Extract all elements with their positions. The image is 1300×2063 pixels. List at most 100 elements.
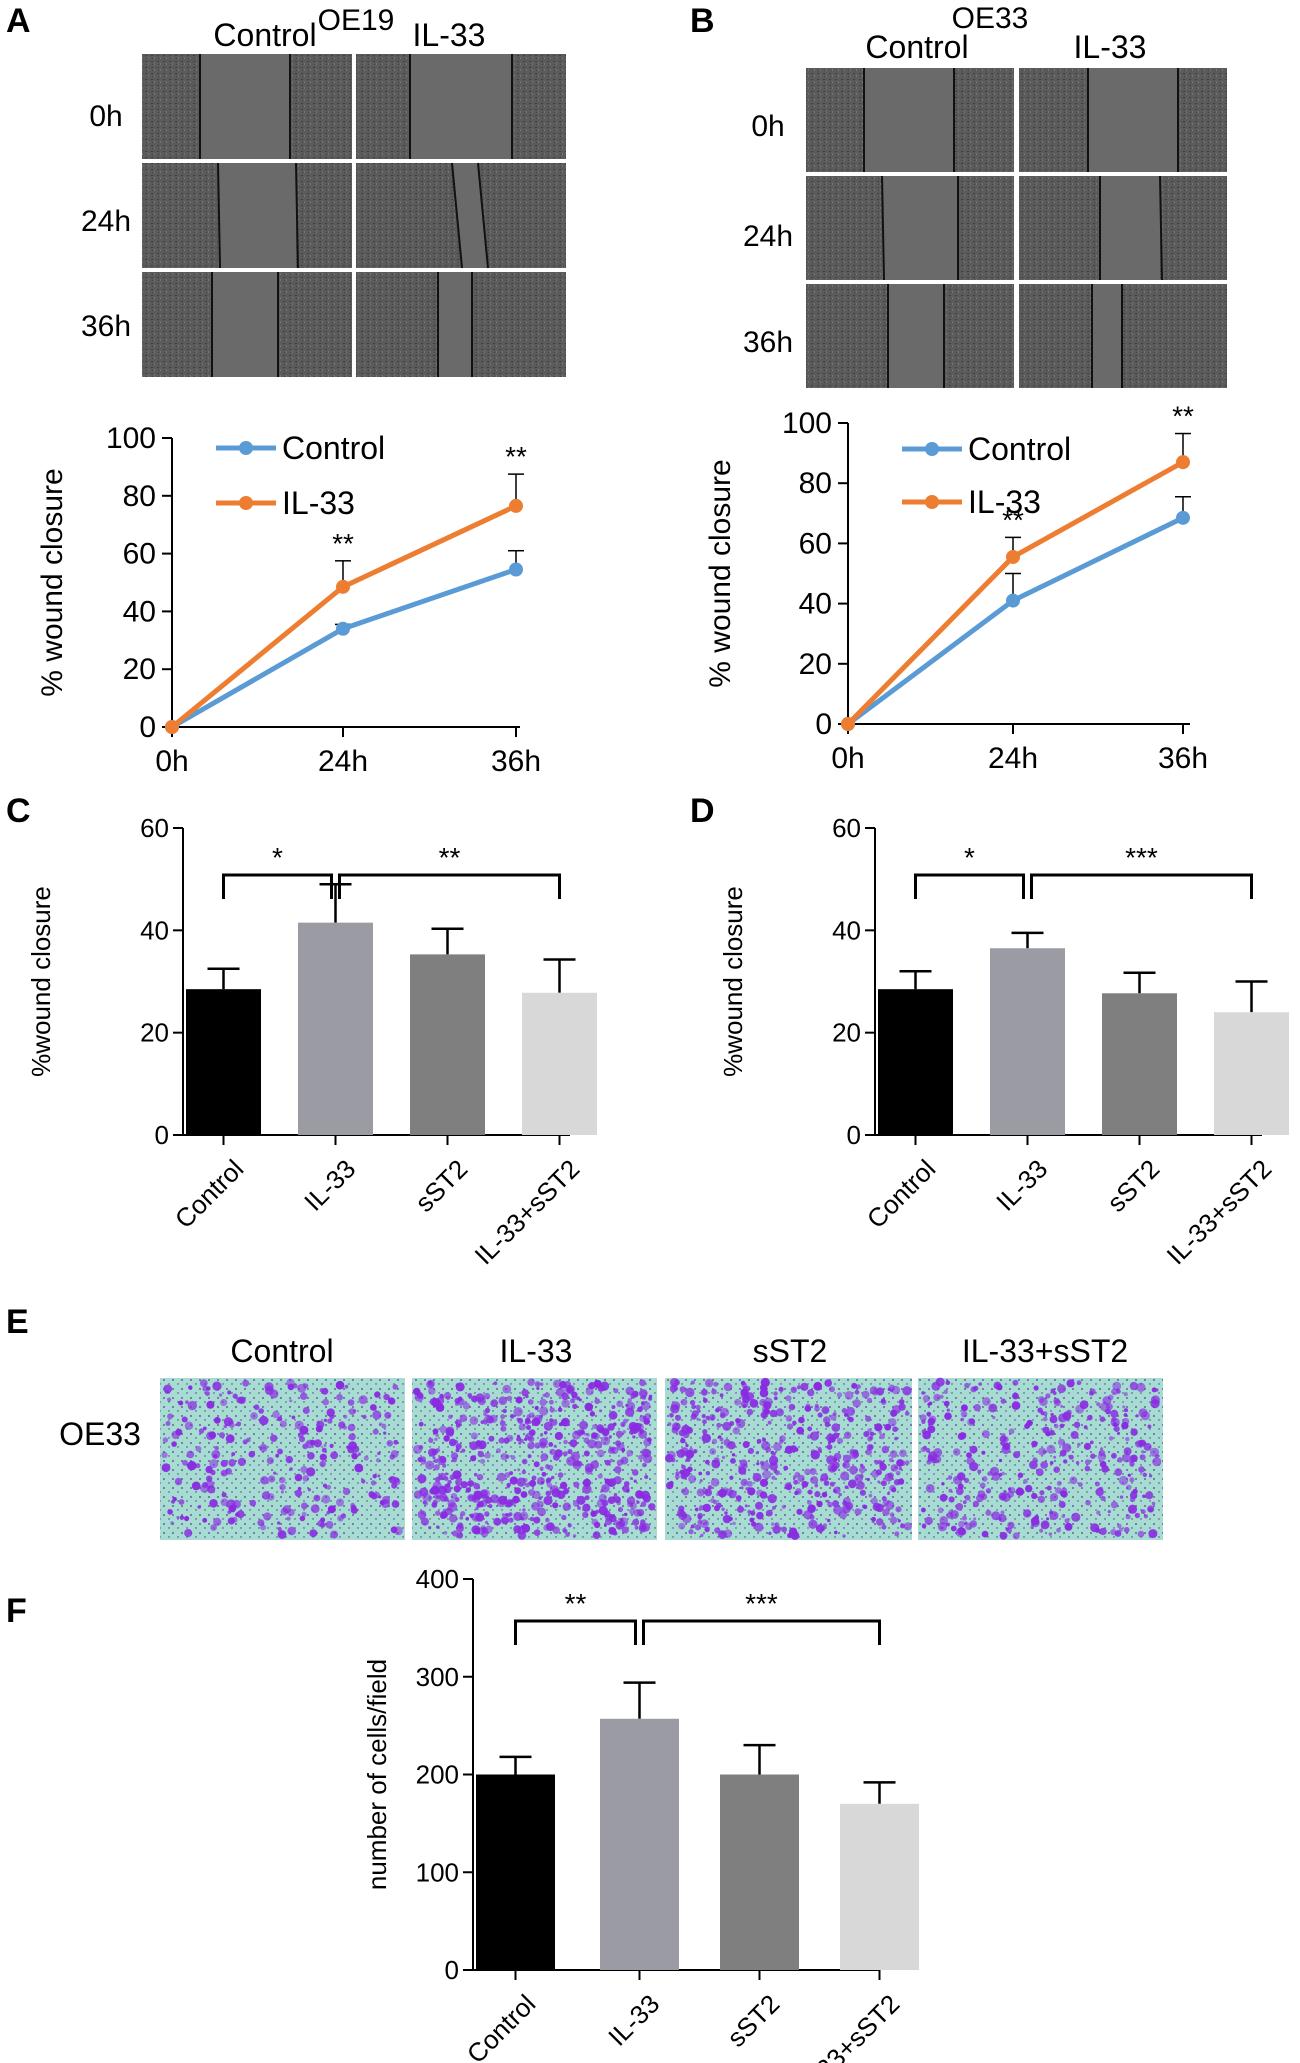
stained-cell — [1042, 1426, 1050, 1434]
stained-cell — [820, 1473, 829, 1481]
stained-cell — [982, 1397, 991, 1406]
stained-cell — [374, 1391, 381, 1398]
stained-cell — [327, 1505, 336, 1514]
stained-cell — [1143, 1514, 1148, 1519]
stained-cell — [430, 1485, 440, 1495]
stained-cell — [604, 1436, 609, 1441]
stained-cell — [273, 1471, 277, 1475]
y-tick-label: 100 — [106, 422, 156, 455]
y-tick-label: 20 — [832, 1018, 861, 1048]
stained-cell — [843, 1431, 852, 1439]
stained-cell — [272, 1410, 280, 1419]
stained-cell — [428, 1526, 432, 1530]
stained-cell — [674, 1474, 680, 1480]
stained-cell — [829, 1481, 835, 1487]
stained-cell — [1042, 1449, 1047, 1454]
stained-cell — [527, 1454, 532, 1459]
stained-cell — [206, 1400, 215, 1409]
stained-cell — [609, 1458, 614, 1463]
stained-cell — [905, 1460, 910, 1465]
stained-cell — [1096, 1402, 1101, 1407]
stained-cell — [561, 1392, 569, 1401]
stained-cell — [843, 1412, 849, 1417]
stained-cell — [840, 1471, 850, 1481]
stained-cell — [821, 1406, 830, 1414]
stained-cell — [1148, 1507, 1154, 1513]
stained-cell — [518, 1423, 526, 1431]
stained-cell — [354, 1463, 364, 1473]
stained-cell — [1046, 1444, 1056, 1454]
stained-cell — [962, 1515, 967, 1521]
stained-cell — [459, 1414, 468, 1422]
stained-cell — [456, 1532, 464, 1539]
stained-cell — [455, 1423, 461, 1428]
stained-cell — [943, 1400, 950, 1407]
stained-cell — [831, 1423, 841, 1432]
stained-cell — [564, 1385, 573, 1394]
stained-cell — [191, 1481, 201, 1491]
stained-cell — [418, 1421, 424, 1427]
stained-cell — [756, 1489, 764, 1497]
stained-cell — [449, 1474, 456, 1480]
stained-cell — [516, 1477, 526, 1487]
micrograph-a-il33-24h — [356, 162, 566, 269]
stained-cell — [1031, 1440, 1038, 1448]
stained-cell — [843, 1497, 851, 1505]
stained-cell — [829, 1386, 835, 1393]
stained-cell — [292, 1383, 298, 1389]
micrograph-e-sst2 — [665, 1377, 912, 1540]
panel-b-cell-line: OE33 — [952, 2, 1029, 35]
stained-cell — [888, 1457, 894, 1463]
stained-cell — [307, 1452, 315, 1460]
stained-cell — [525, 1482, 530, 1488]
stained-cell — [745, 1487, 749, 1491]
stained-cell — [678, 1505, 685, 1512]
stained-cell — [1033, 1385, 1039, 1391]
panel-a-row-24h: 24h — [81, 205, 131, 238]
stained-cell — [357, 1452, 361, 1456]
stained-cell — [597, 1473, 603, 1479]
stained-cell — [981, 1430, 990, 1439]
stained-cell — [336, 1498, 344, 1507]
stained-cell — [849, 1465, 858, 1475]
stained-cell — [443, 1531, 448, 1535]
stained-cell — [171, 1441, 177, 1447]
stained-cell — [393, 1439, 399, 1445]
stained-cell — [266, 1457, 274, 1465]
stained-cell — [218, 1393, 223, 1397]
stained-cell — [520, 1525, 524, 1529]
stained-cell — [759, 1460, 765, 1466]
stained-cell — [473, 1527, 481, 1535]
x-tick-label: 0h — [831, 742, 864, 775]
stained-cell — [616, 1442, 625, 1451]
stained-cell — [1149, 1474, 1153, 1478]
panel-b-row-0h: 0h — [751, 110, 784, 143]
y-tick-label: 80 — [799, 467, 832, 500]
stained-cell — [227, 1390, 232, 1395]
stained-cell — [1049, 1429, 1055, 1436]
significance-marker: ** — [505, 441, 527, 472]
stained-cell — [527, 1399, 534, 1405]
stained-cell — [186, 1461, 196, 1471]
stained-cell — [1145, 1491, 1154, 1500]
stained-cell — [926, 1411, 932, 1417]
stained-cell — [756, 1511, 764, 1520]
data-point-il-33 — [1176, 455, 1190, 470]
stained-cell — [724, 1511, 728, 1515]
y-axis-label: %wound closure — [718, 886, 748, 1077]
stained-cell — [767, 1420, 772, 1425]
stained-cell — [894, 1531, 900, 1537]
stained-cell — [879, 1433, 886, 1440]
stained-cell — [685, 1443, 689, 1448]
stained-cell — [704, 1526, 710, 1533]
stained-cell — [889, 1450, 898, 1458]
stained-cell — [738, 1465, 743, 1470]
stained-cell — [856, 1481, 865, 1490]
stained-cell — [810, 1450, 820, 1460]
stained-cell — [1042, 1416, 1048, 1422]
stained-cell — [844, 1485, 849, 1489]
stained-cell — [524, 1437, 528, 1442]
stained-cell — [689, 1447, 693, 1452]
stained-cell — [195, 1445, 202, 1452]
stained-cell — [1150, 1399, 1160, 1409]
